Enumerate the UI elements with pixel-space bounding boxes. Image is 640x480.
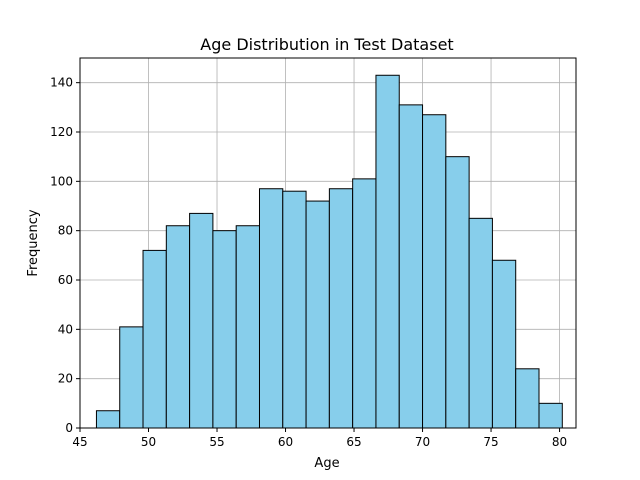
histogram-bar	[282, 190, 307, 429]
x-tick-label: 70	[415, 435, 430, 449]
x-tick-label: 75	[483, 435, 498, 449]
x-tick-label: 80	[552, 435, 567, 449]
y-tick-label: 100	[50, 174, 73, 188]
histogram-bar	[235, 225, 260, 429]
histogram-bar	[95, 410, 121, 429]
histogram-bar	[515, 368, 540, 429]
histogram-bar	[491, 259, 517, 429]
histogram-bar	[538, 402, 563, 429]
x-axis-label: Age	[314, 456, 339, 471]
x-axis-ticks: 45 50 55 60 65 70 75 80	[72, 428, 567, 449]
histogram-bars	[95, 74, 563, 429]
histogram-bar	[328, 188, 354, 429]
x-tick-label: 65	[346, 435, 361, 449]
histogram-bar	[375, 74, 400, 429]
histogram-bar	[352, 178, 377, 429]
y-axis-label: Frequency	[26, 209, 41, 276]
x-tick-label: 55	[209, 435, 224, 449]
plot-frame	[79, 57, 577, 429]
y-axis-ticks: 0 20 40 60 80 100 120 140	[50, 76, 80, 435]
histogram-bar	[142, 249, 167, 429]
histogram-bar	[119, 326, 144, 429]
histogram-bar	[305, 200, 330, 429]
chart-title: Age Distribution in Test Dataset	[200, 35, 453, 54]
y-tick-label: 0	[65, 421, 73, 435]
x-tick-label: 45	[72, 435, 87, 449]
histogram-bar	[468, 217, 493, 429]
y-tick-label: 60	[58, 273, 73, 287]
y-tick-label: 20	[58, 372, 73, 386]
histogram-bar	[422, 114, 447, 429]
histogram-bar	[189, 212, 214, 429]
histogram-bar	[398, 104, 424, 429]
y-tick-label: 140	[50, 76, 73, 90]
histogram-bar	[445, 156, 470, 429]
histogram-bar	[212, 230, 237, 429]
y-tick-label: 80	[58, 224, 73, 238]
histogram-bar	[165, 225, 191, 429]
x-tick-label: 60	[278, 435, 293, 449]
y-tick-label: 40	[58, 322, 73, 336]
histogram-bar	[258, 188, 284, 429]
x-tick-label: 50	[141, 435, 156, 449]
y-tick-label: 120	[50, 125, 73, 139]
